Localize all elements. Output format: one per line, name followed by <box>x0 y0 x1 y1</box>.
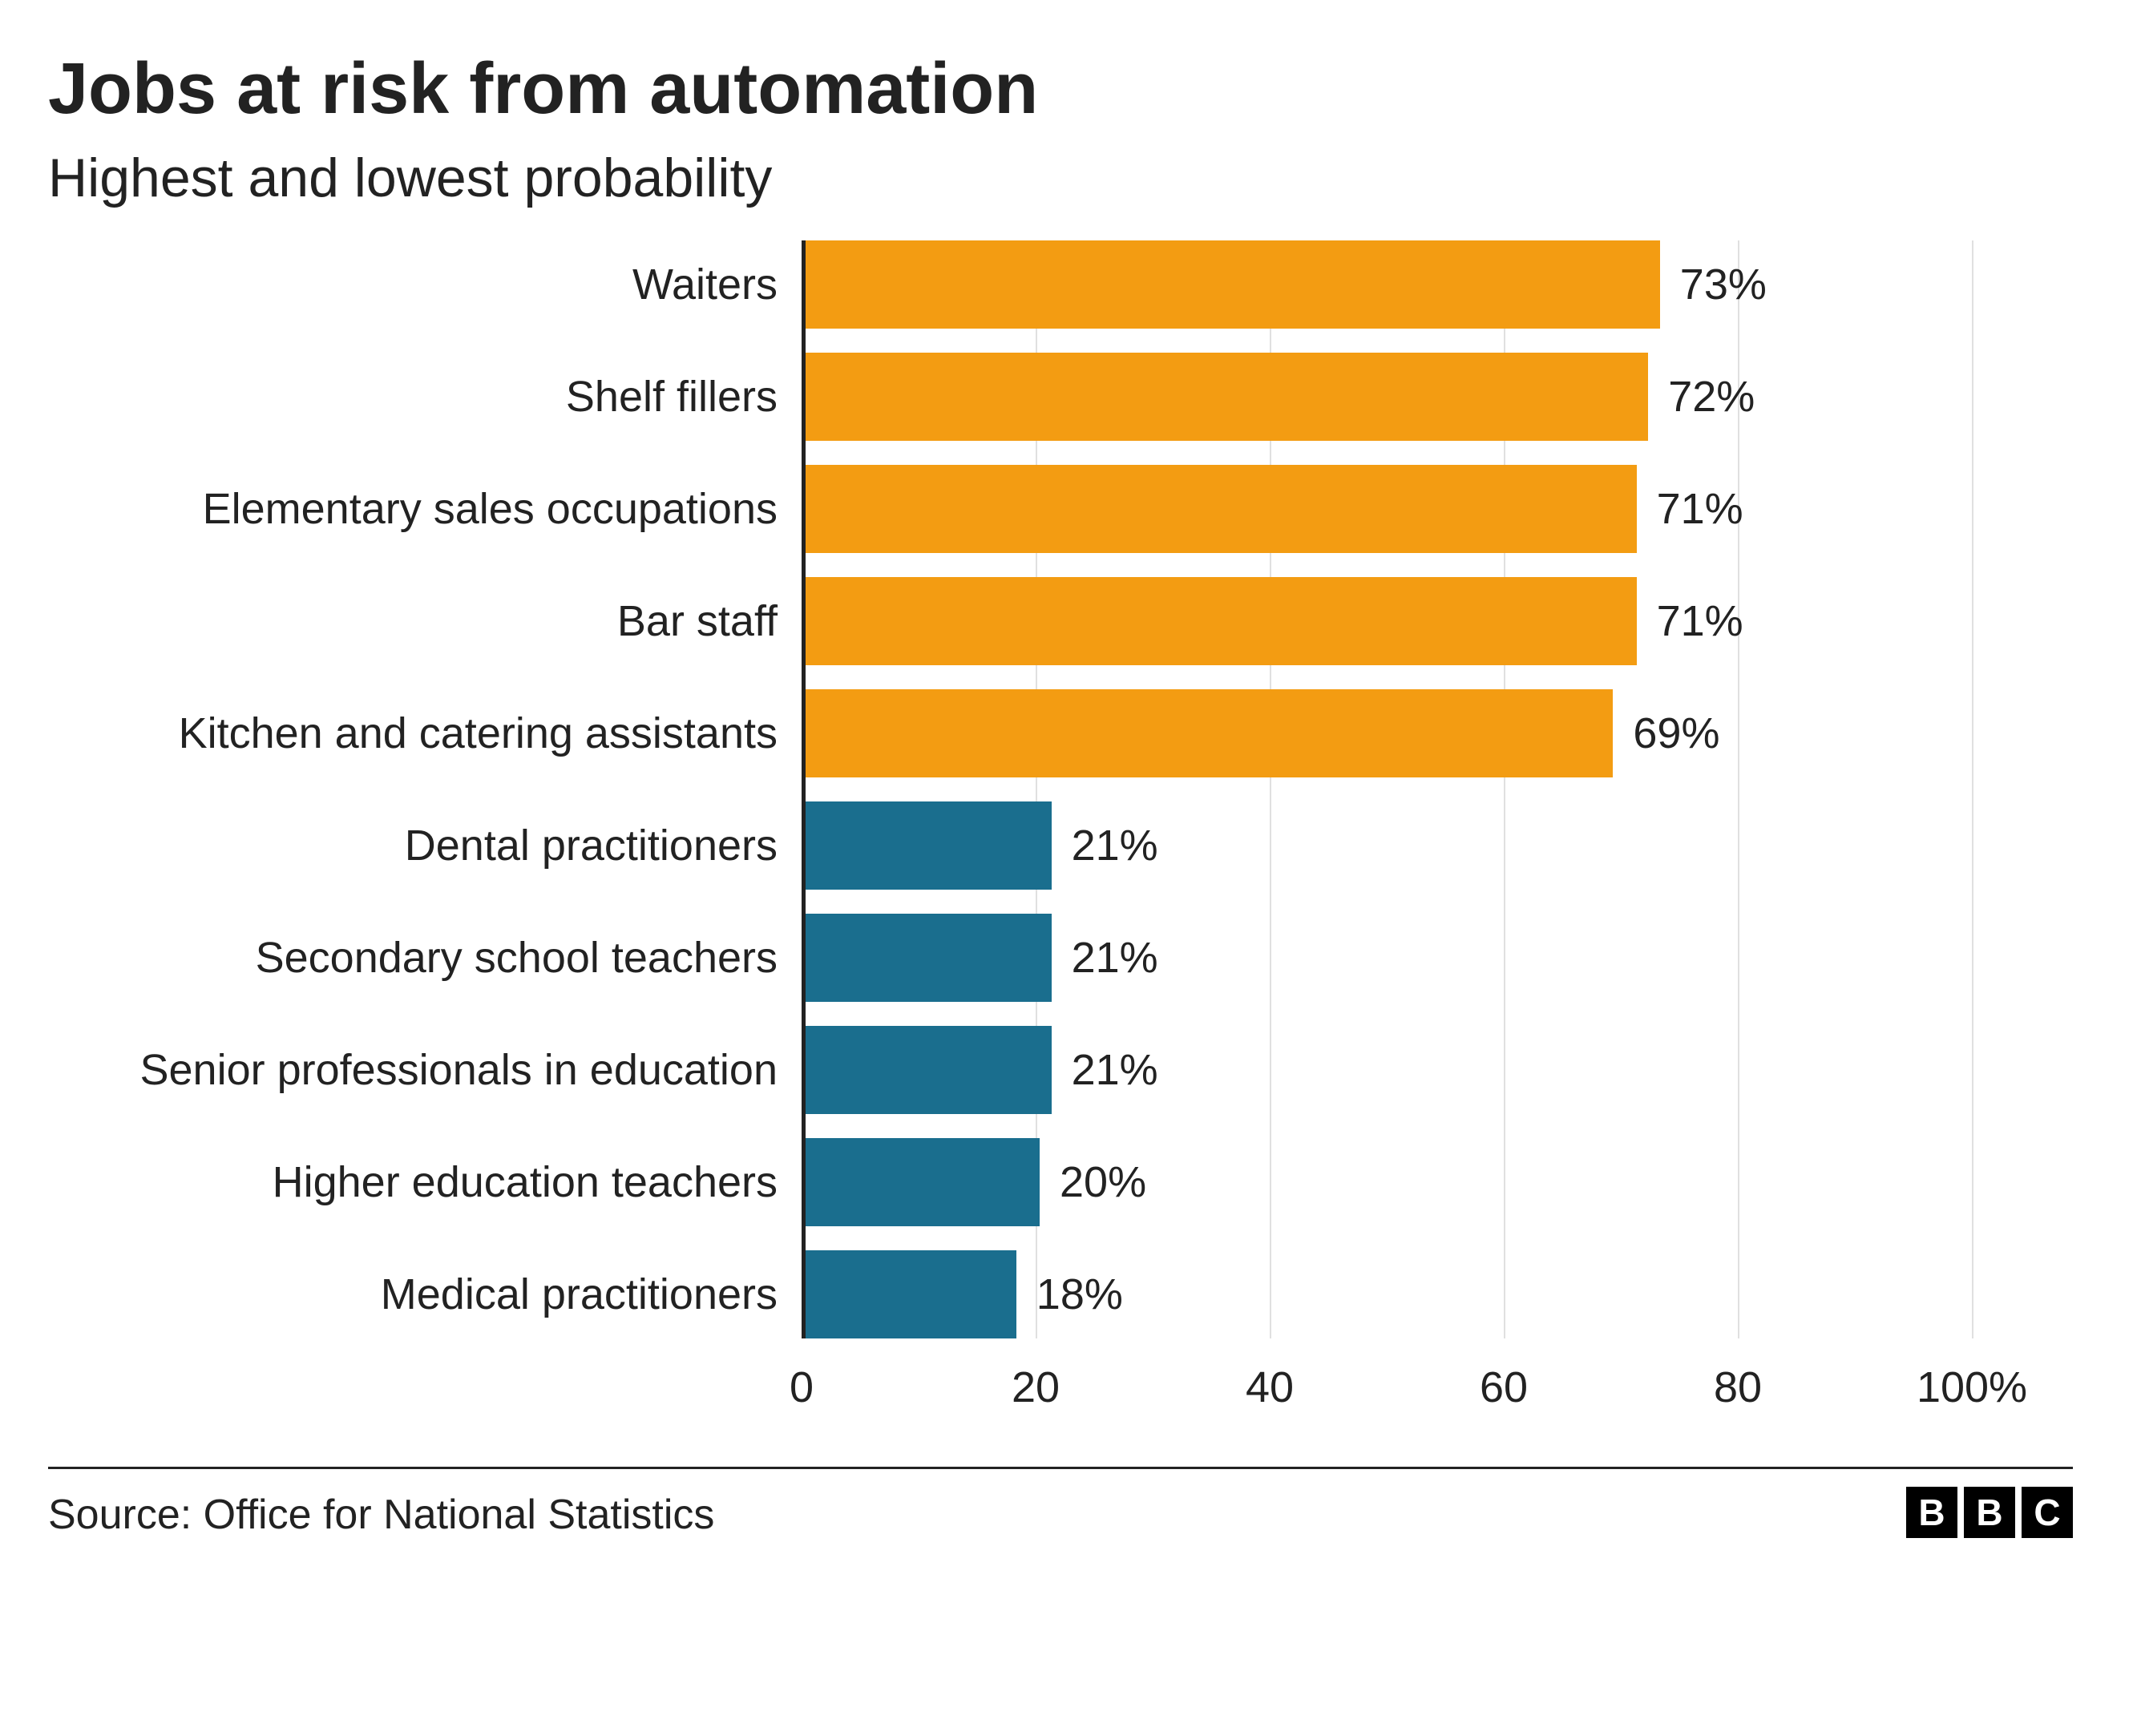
bar-value: 20% <box>1060 1157 1146 1207</box>
x-tick-label: 60 <box>1480 1363 1528 1412</box>
bar-label: Shelf fillers <box>0 372 778 422</box>
grid-line <box>1972 240 1973 1338</box>
bar <box>806 801 1052 890</box>
bar-label: Medical practitioners <box>0 1270 778 1319</box>
chart-subtitle: Highest and lowest probability <box>48 147 2073 209</box>
bar <box>806 465 1637 553</box>
bar <box>806 353 1648 441</box>
plot-area: 0 20 40 60 80 100% Waiters 73% Shelf fillers 72% E… <box>0 240 2052 1427</box>
bbc-logo-block: C <box>2022 1487 2073 1538</box>
bar-label: Kitchen and catering assistants <box>0 709 778 758</box>
x-tick-label: 20 <box>1012 1363 1060 1412</box>
bar-value: 21% <box>1072 933 1158 983</box>
bar <box>806 914 1052 1002</box>
bar <box>806 1250 1016 1338</box>
bar-value: 18% <box>1036 1270 1123 1319</box>
x-tick-label: 0 <box>790 1363 814 1412</box>
bar-value: 71% <box>1657 596 1743 646</box>
bar-value: 21% <box>1072 821 1158 870</box>
bar <box>806 240 1660 329</box>
x-tick-label: 100% <box>1917 1363 2027 1412</box>
bar-label: Elementary sales occupations <box>0 484 778 534</box>
bbc-logo: BBC <box>1906 1487 2073 1538</box>
bar-value: 69% <box>1633 709 1719 758</box>
x-tick-label: 40 <box>1246 1363 1294 1412</box>
chart-container: Jobs at risk from automation Highest and… <box>0 0 2137 1736</box>
source-text: Source: Office for National Statistics <box>48 1491 714 1539</box>
bar <box>806 1138 1040 1226</box>
chart-title: Jobs at risk from automation <box>48 48 2073 131</box>
bar <box>806 577 1637 665</box>
bar-value: 71% <box>1657 484 1743 534</box>
bar-label: Dental practitioners <box>0 821 778 870</box>
footer-divider <box>48 1467 2073 1469</box>
bbc-logo-block: B <box>1906 1487 1957 1538</box>
bar-value: 21% <box>1072 1045 1158 1095</box>
x-tick-label: 80 <box>1714 1363 1762 1412</box>
bar-label: Bar staff <box>0 596 778 646</box>
bar-label: Senior professionals in education <box>0 1045 778 1095</box>
bar-label: Waiters <box>0 260 778 309</box>
bar-value: 72% <box>1668 372 1755 422</box>
bar <box>806 1026 1052 1114</box>
bar-value: 73% <box>1680 260 1767 309</box>
bbc-logo-block: B <box>1964 1487 2015 1538</box>
bar-label: Higher education teachers <box>0 1157 778 1207</box>
bar-label: Secondary school teachers <box>0 933 778 983</box>
bar <box>806 689 1613 777</box>
